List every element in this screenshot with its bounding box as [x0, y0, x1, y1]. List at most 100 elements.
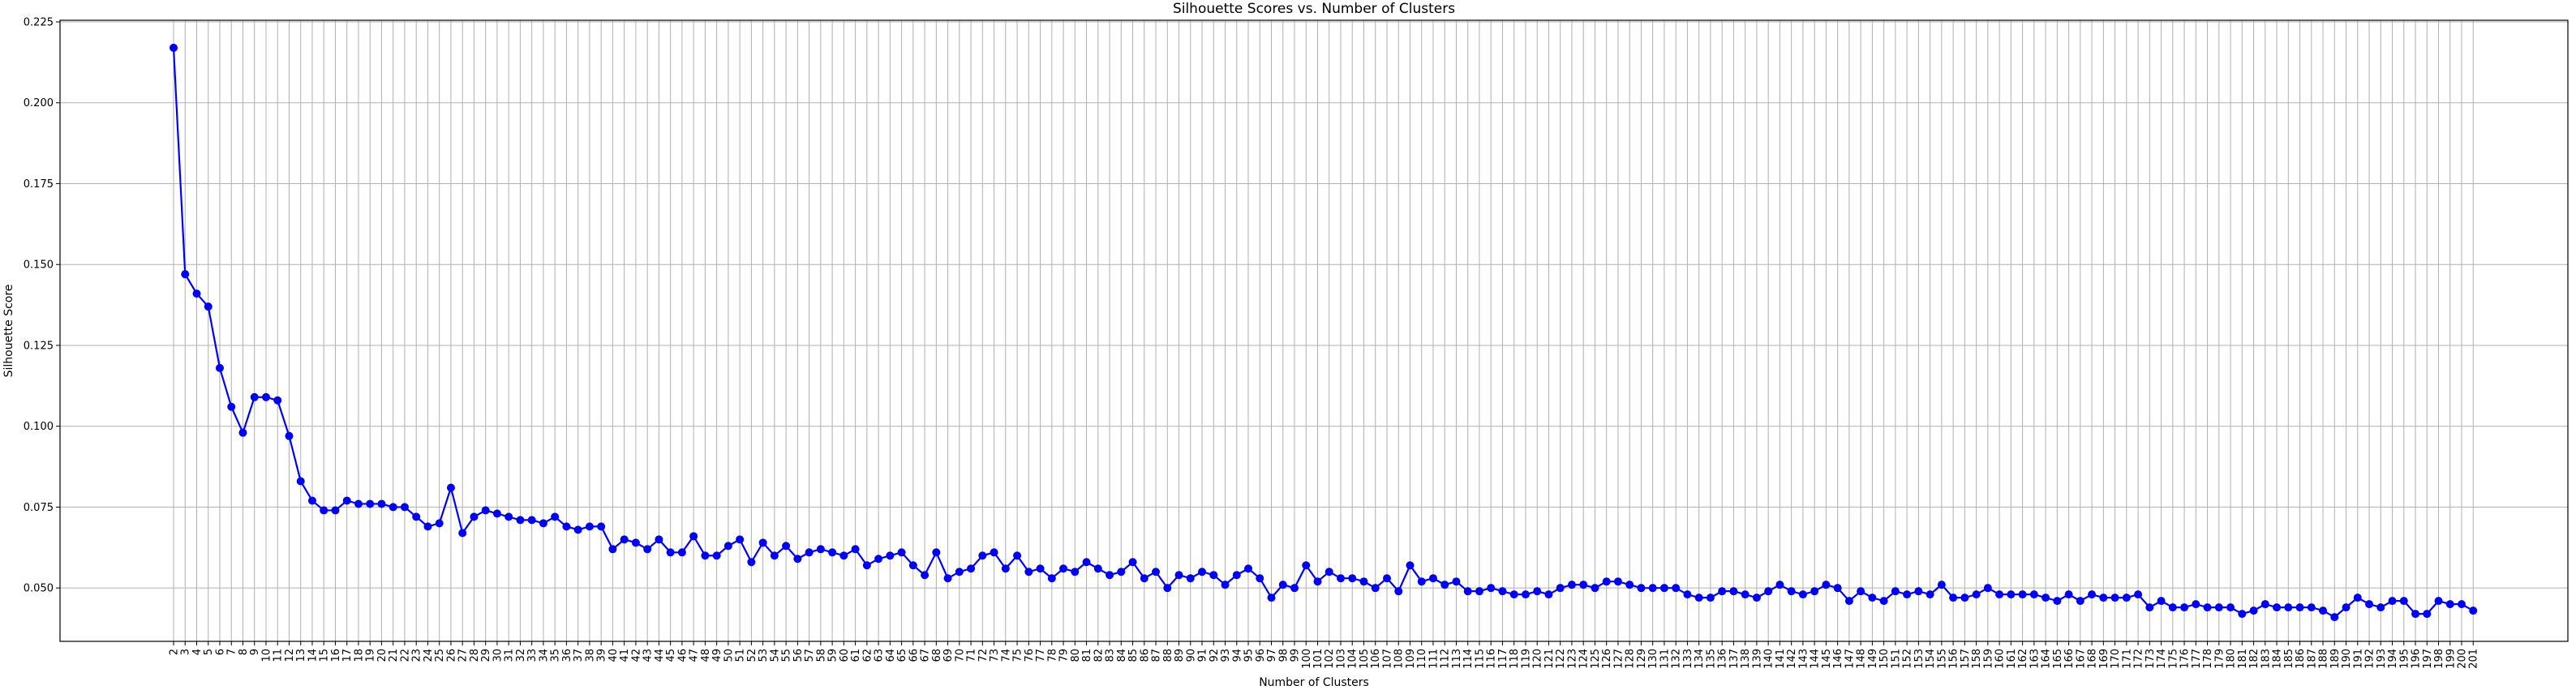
x-tick-label: 135: [1705, 649, 1717, 669]
x-tick-label: 179: [2213, 649, 2226, 669]
data-point: [747, 558, 756, 567]
x-tick-label: 87: [1151, 649, 1163, 662]
data-point: [1163, 584, 1172, 593]
x-tick-label: 25: [434, 649, 446, 662]
data-point: [1106, 571, 1114, 580]
data-point: [1891, 587, 1900, 596]
data-point: [1290, 584, 1299, 593]
x-tick-label: 155: [1936, 649, 1948, 669]
x-tick-label: 176: [2179, 649, 2192, 669]
data-point: [701, 551, 710, 560]
data-point: [2388, 597, 2397, 606]
data-point: [1868, 594, 1877, 602]
data-point: [2342, 603, 2351, 612]
y-tick-label: 0.050: [24, 583, 54, 595]
data-point: [770, 551, 779, 560]
x-tick-label: 164: [2041, 649, 2053, 669]
x-axis-ticks: 2 3 4 5 6 7 8 9 10 11 12 13 14 15 16 17 18 19 20 21 22 23 24 25…: [169, 641, 2480, 669]
data-point: [1752, 594, 1761, 602]
x-tick-label: 56: [792, 649, 805, 662]
data-point: [1729, 587, 1738, 596]
x-tick-label: 126: [1601, 649, 1613, 669]
data-point: [1117, 568, 1126, 576]
data-point: [874, 555, 883, 564]
x-tick-label: 21: [388, 649, 400, 662]
x-tick-label: 115: [1474, 649, 1486, 669]
y-tick-label: 0.200: [24, 97, 54, 109]
data-point: [1140, 574, 1148, 583]
data-point: [2307, 603, 2316, 612]
data-point: [1152, 568, 1161, 576]
y-tick-label: 0.100: [24, 421, 54, 433]
data-point: [2445, 600, 2454, 609]
x-tick-label: 109: [1405, 649, 1417, 669]
x-tick-label: 17: [341, 649, 354, 662]
data-point: [1775, 581, 1784, 589]
x-tick-label: 73: [989, 649, 1001, 662]
x-tick-label: 116: [1486, 649, 1498, 669]
data-point: [296, 477, 305, 486]
data-point: [1244, 564, 1253, 573]
x-tick-label: 80: [1070, 649, 1082, 662]
data-point: [342, 496, 351, 505]
data-point: [689, 532, 698, 541]
x-tick-label: 53: [758, 649, 770, 662]
data-point: [2076, 597, 2084, 606]
data-point: [955, 568, 964, 576]
data-point: [908, 561, 917, 570]
x-tick-label: 169: [2098, 649, 2110, 669]
data-point: [1926, 590, 1934, 599]
data-point: [1683, 590, 1692, 599]
x-tick-label: 124: [1578, 649, 1591, 669]
x-tick-label: 48: [700, 649, 712, 662]
data-point: [2041, 594, 2050, 602]
x-tick-label: 72: [977, 649, 990, 662]
x-tick-label: 137: [1728, 649, 1741, 669]
data-point: [1417, 577, 1426, 586]
data-point: [758, 538, 767, 547]
x-tick-label: 187: [2306, 649, 2318, 669]
x-tick-label: 194: [2387, 649, 2399, 669]
data-point: [1591, 584, 1599, 593]
x-tick-label: 108: [1393, 649, 1406, 669]
y-tick-label: 0.150: [24, 259, 54, 272]
data-point: [273, 396, 282, 405]
data-point: [1498, 587, 1507, 596]
x-tick-label: 190: [2341, 649, 2353, 669]
data-point: [1463, 587, 1472, 596]
x-tick-label: 18: [353, 649, 365, 662]
x-tick-label: 186: [2295, 649, 2307, 669]
x-tick-label: 77: [1035, 649, 1047, 662]
data-point: [2134, 590, 2143, 599]
x-tick-label: 7: [226, 649, 238, 655]
x-tick-label: 78: [1046, 649, 1058, 662]
data-point: [1798, 590, 1807, 599]
data-point: [1509, 590, 1518, 599]
x-tick-label: 24: [423, 649, 435, 662]
x-tick-label: 52: [746, 649, 758, 662]
x-tick-label: 100: [1301, 649, 1313, 669]
data-point: [1544, 590, 1553, 599]
data-point: [1302, 561, 1311, 570]
data-point: [2226, 603, 2235, 612]
y-tick-label: 0.125: [24, 340, 54, 352]
x-tick-label: 94: [1231, 649, 1243, 662]
x-tick-label: 183: [2260, 649, 2272, 669]
x-tick-label: 79: [1058, 649, 1071, 662]
x-tick-label: 180: [2226, 649, 2238, 669]
x-tick-label: 65: [896, 649, 908, 662]
x-tick-label: 71: [966, 649, 978, 662]
data-point: [1256, 574, 1264, 583]
x-tick-label: 121: [1543, 649, 1556, 669]
x-tick-label: 28: [469, 649, 481, 662]
x-tick-label: 133: [1682, 649, 1694, 669]
data-point: [492, 509, 501, 518]
data-point: [1036, 564, 1045, 573]
x-tick-label: 153: [1913, 649, 1926, 669]
data-point: [851, 545, 860, 554]
x-tick-label: 157: [1960, 649, 1972, 669]
data-point: [412, 512, 421, 521]
x-tick-label: 47: [689, 649, 701, 662]
data-point: [320, 506, 328, 515]
data-point: [2260, 600, 2269, 609]
